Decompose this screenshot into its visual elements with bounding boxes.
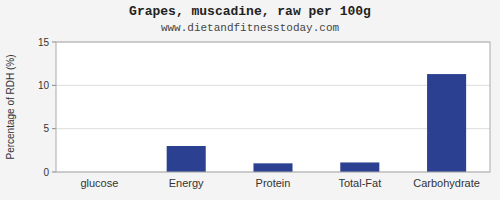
- category-label: Total-Fat: [338, 177, 381, 189]
- category-label: glucose: [80, 177, 118, 189]
- bar: [253, 163, 292, 172]
- bars: [167, 74, 466, 172]
- bar: [427, 74, 466, 172]
- tick-mark: [52, 172, 56, 173]
- axis-label: Percentage of RDH (%): [5, 54, 16, 159]
- subtitle: www.dietandfitnesstoday.com: [161, 22, 340, 34]
- bar: [167, 146, 206, 172]
- chart-svg: Grapes, muscadine, raw per 100g www.dieta…: [0, 0, 500, 200]
- tick-label: 10: [38, 80, 50, 91]
- plot-frame: [56, 42, 490, 172]
- chart-container: Grapes, muscadine, raw per 100g www.dieta…: [0, 0, 500, 200]
- tick-label: 15: [38, 37, 50, 48]
- tick-label: 0: [43, 167, 49, 178]
- tick-mark: [52, 42, 56, 43]
- tick-label: 5: [43, 123, 49, 134]
- grid-line: [56, 85, 490, 86]
- category-label: Energy: [169, 177, 204, 189]
- tick-mark: [52, 85, 56, 86]
- grid-line: [56, 128, 490, 129]
- plot-background: [56, 42, 490, 172]
- category-label: Carbohydrate: [413, 177, 480, 189]
- bar: [340, 162, 379, 172]
- tick-mark: [52, 128, 56, 129]
- page: {"chart_data": {"type": "bar", "title": …: [0, 0, 500, 200]
- title: Grapes, muscadine, raw per 100g: [129, 4, 371, 19]
- category-label: Protein: [256, 177, 291, 189]
